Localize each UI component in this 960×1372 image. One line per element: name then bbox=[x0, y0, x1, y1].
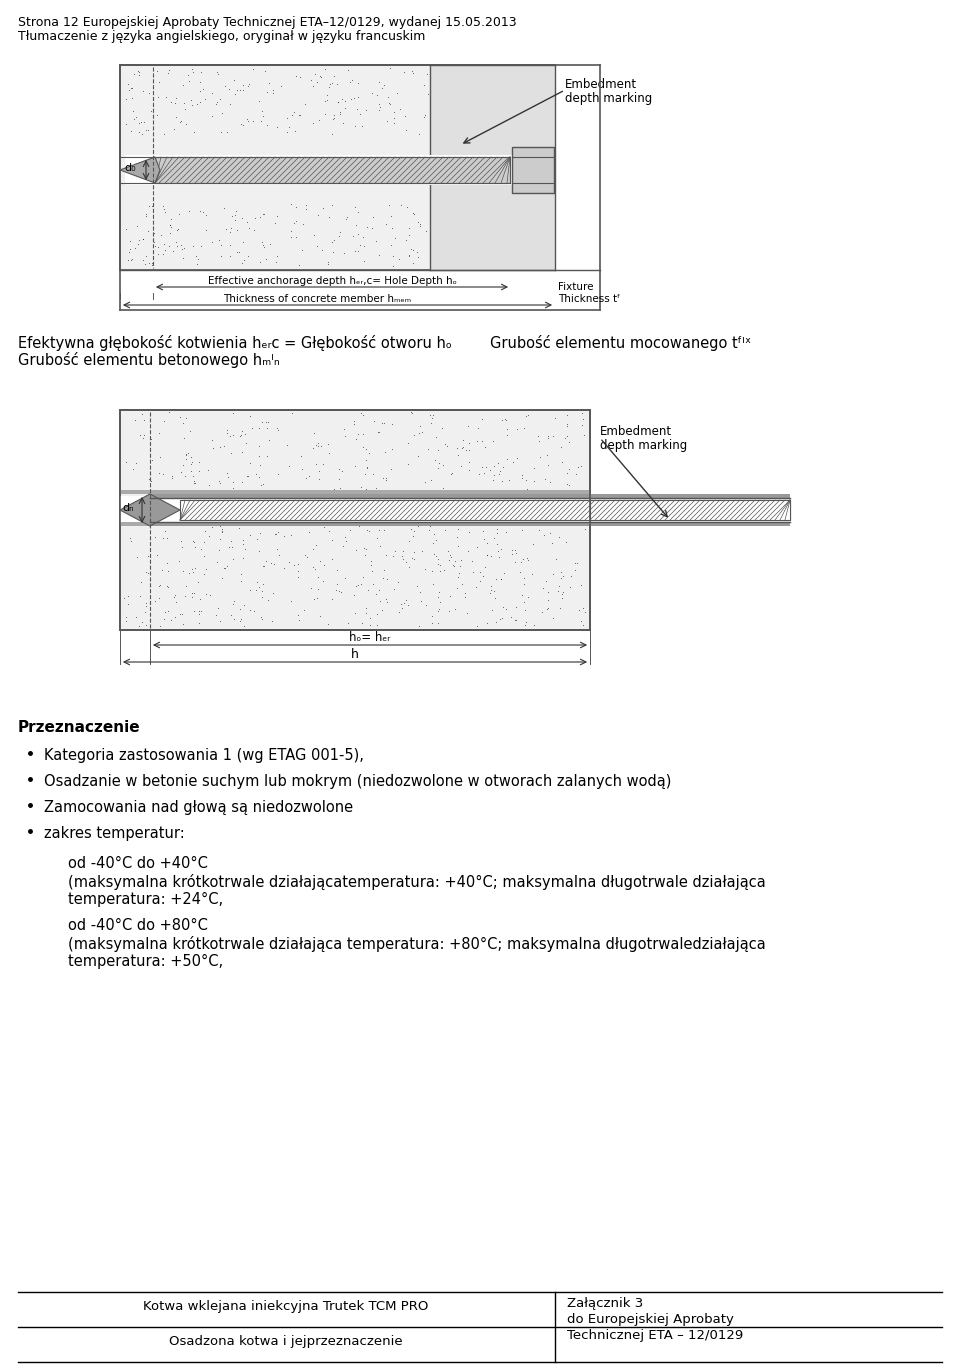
Text: Efektywna głębokość kotwienia hₑᵣc = Głębokość otworu hₒ: Efektywna głębokość kotwienia hₑᵣc = Głę… bbox=[18, 335, 452, 351]
Bar bbox=[590, 499, 790, 520]
Text: d₀: d₀ bbox=[124, 163, 135, 173]
Bar bbox=[120, 410, 590, 630]
Text: Embedment: Embedment bbox=[600, 425, 672, 438]
Text: Tłumaczenie z języka angielskiego, oryginał w języku francuskim: Tłumaczenie z języka angielskiego, orygi… bbox=[18, 30, 425, 43]
Text: h: h bbox=[351, 648, 359, 661]
Text: Grubość elementu betonowego hₘᴵₙ: Grubość elementu betonowego hₘᴵₙ bbox=[18, 353, 279, 368]
Polygon shape bbox=[120, 156, 160, 182]
Text: Zamocowania nad głową są niedozwolone: Zamocowania nad głową są niedozwolone bbox=[44, 800, 353, 815]
Text: Technicznej ETA – 12/0129: Technicznej ETA – 12/0129 bbox=[567, 1329, 743, 1342]
Text: Effective anchorage depth hₑᵣ,c= Hole Depth hₒ: Effective anchorage depth hₑᵣ,c= Hole De… bbox=[207, 276, 456, 285]
Polygon shape bbox=[120, 494, 180, 525]
Text: (maksymalna krótkotrwale działająca temperatura: +80°C; maksymalna długotrwaledz: (maksymalna krótkotrwale działająca temp… bbox=[68, 936, 766, 952]
Text: (maksymalna krótkotrwale działającatemperatura: +40°C; maksymalna długotrwale dz: (maksymalna krótkotrwale działającatempe… bbox=[68, 874, 766, 890]
Bar bbox=[512, 147, 554, 193]
Bar bbox=[125, 155, 512, 185]
Bar bbox=[120, 490, 590, 494]
Text: temperatura: +50°C,: temperatura: +50°C, bbox=[68, 954, 223, 969]
Text: hₒ= hₑᵣ: hₒ= hₑᵣ bbox=[349, 631, 391, 643]
Bar bbox=[150, 521, 790, 525]
Bar bbox=[120, 270, 600, 310]
Bar bbox=[120, 521, 590, 525]
Text: od -40°C do +80°C: od -40°C do +80°C bbox=[68, 918, 208, 933]
Text: Strona 12 Europejskiej Aprobaty Technicznej ETA–12/0129, wydanej 15.05.2013: Strona 12 Europejskiej Aprobaty Technicz… bbox=[18, 16, 516, 29]
Bar bbox=[120, 497, 590, 524]
Bar bbox=[180, 499, 790, 520]
Bar bbox=[120, 64, 555, 270]
Text: od -40°C do +40°C: od -40°C do +40°C bbox=[68, 856, 208, 871]
Text: Przeznaczenie: Przeznaczenie bbox=[18, 720, 140, 735]
Text: zakres temperatur:: zakres temperatur: bbox=[44, 826, 184, 841]
Bar bbox=[150, 494, 790, 498]
Text: Embedment: Embedment bbox=[565, 78, 637, 91]
Text: Kategoria zastosowania 1 (wg ETAG 001-5),: Kategoria zastosowania 1 (wg ETAG 001-5)… bbox=[44, 748, 364, 763]
Text: temperatura: +24°C,: temperatura: +24°C, bbox=[68, 892, 223, 907]
Text: Załącznik 3: Załącznik 3 bbox=[567, 1297, 643, 1310]
Text: depth marking: depth marking bbox=[600, 439, 687, 451]
Text: Grubość elementu mocowanego tᶠᴵˣ: Grubość elementu mocowanego tᶠᴵˣ bbox=[490, 335, 752, 351]
Text: do Europejskiej Aprobaty: do Europejskiej Aprobaty bbox=[567, 1313, 733, 1325]
Bar bbox=[155, 156, 510, 182]
Text: Fixture
Thickness tᶠ: Fixture Thickness tᶠ bbox=[558, 283, 620, 305]
Text: Osadzona kotwa i jejprzeznaczenie: Osadzona kotwa i jejprzeznaczenie bbox=[169, 1335, 403, 1349]
Bar bbox=[430, 64, 555, 270]
Text: Thickness of concrete member hₘₑₘ: Thickness of concrete member hₘₑₘ bbox=[223, 294, 411, 305]
Text: depth marking: depth marking bbox=[565, 92, 652, 106]
Text: Kotwa wklejana iniekcyjna Trutek TCM PRO: Kotwa wklejana iniekcyjna Trutek TCM PRO bbox=[143, 1301, 429, 1313]
Text: Osadzanie w betonie suchym lub mokrym (niedozwolone w otworach zalanych wodą): Osadzanie w betonie suchym lub mokrym (n… bbox=[44, 774, 671, 789]
Text: dₙ: dₙ bbox=[122, 504, 133, 513]
